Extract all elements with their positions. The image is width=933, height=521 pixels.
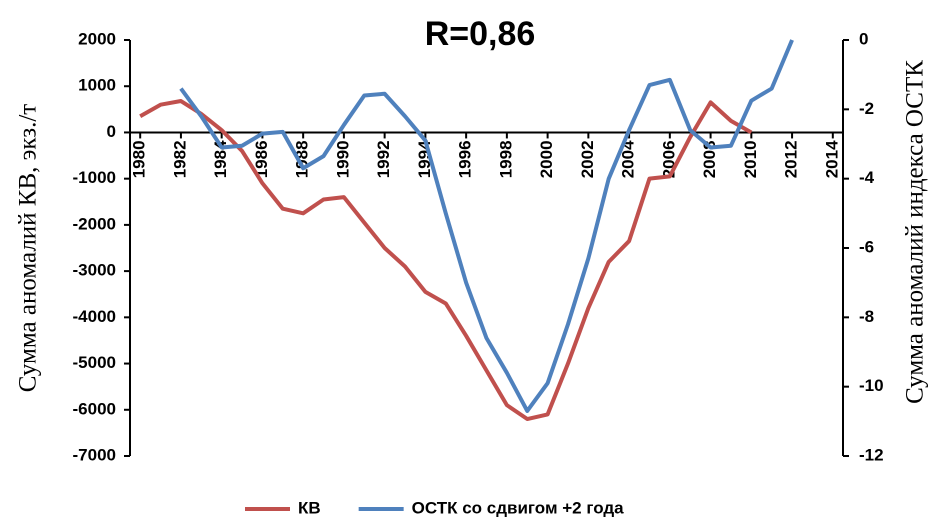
y-tick-label: -5000 (73, 353, 116, 372)
series-line (139, 99, 753, 422)
x-tick-label: 1980 (130, 140, 149, 178)
y-tick-label: -3000 (73, 261, 116, 280)
y2-tick-label: 0 (859, 29, 868, 48)
x-tick-label: 1988 (293, 140, 312, 178)
x-tick-label: 2012 (782, 140, 801, 178)
x-tick-label: 1986 (252, 140, 271, 178)
x-tick-label: 1998 (496, 140, 515, 178)
y2-tick-label: -10 (859, 376, 884, 395)
legend-label: КВ (298, 498, 321, 517)
x-tick-label: 1984 (211, 140, 230, 178)
x-tick-label: 1992 (374, 140, 393, 178)
x-tick-label: 2006 (659, 140, 678, 178)
x-tick-label: 2014 (822, 140, 841, 178)
x-tick-label: 2004 (619, 140, 638, 178)
y-tick-label: 2000 (78, 29, 116, 48)
y2-tick-label: -6 (859, 237, 874, 256)
y-axis-title: Сумма аномалий КВ, экз./т (15, 104, 42, 392)
y2-tick-label: -2 (859, 99, 874, 118)
y-tick-label: -1000 (73, 168, 116, 187)
x-tick-label: 1996 (456, 140, 475, 178)
x-tick-label: 2000 (537, 140, 556, 178)
x-tick-label: 2008 (700, 140, 719, 178)
x-tick-label: 2010 (741, 140, 760, 178)
y2-tick-label: -12 (859, 445, 884, 464)
x-tick-label: 2002 (578, 140, 597, 178)
y-tick-label: -2000 (73, 214, 116, 233)
y-tick-label: -7000 (73, 445, 116, 464)
y2-axis-title: Сумма аномалий индекса ОСТК (902, 60, 929, 404)
y-tick-label: 1000 (78, 76, 116, 95)
x-tick-label: 1990 (333, 140, 352, 178)
legend-label: ОСТК со сдвигом +2 года (412, 498, 624, 517)
x-tick-label: 1982 (170, 140, 189, 178)
y2-tick-label: -8 (859, 307, 874, 326)
series-line (179, 39, 794, 413)
chart-title: R=0,86 (425, 15, 536, 53)
y2-tick-label: -4 (859, 168, 875, 187)
y-tick-label: -4000 (73, 307, 116, 326)
y-tick-label: 0 (107, 122, 116, 141)
y-tick-label: -6000 (73, 399, 116, 418)
